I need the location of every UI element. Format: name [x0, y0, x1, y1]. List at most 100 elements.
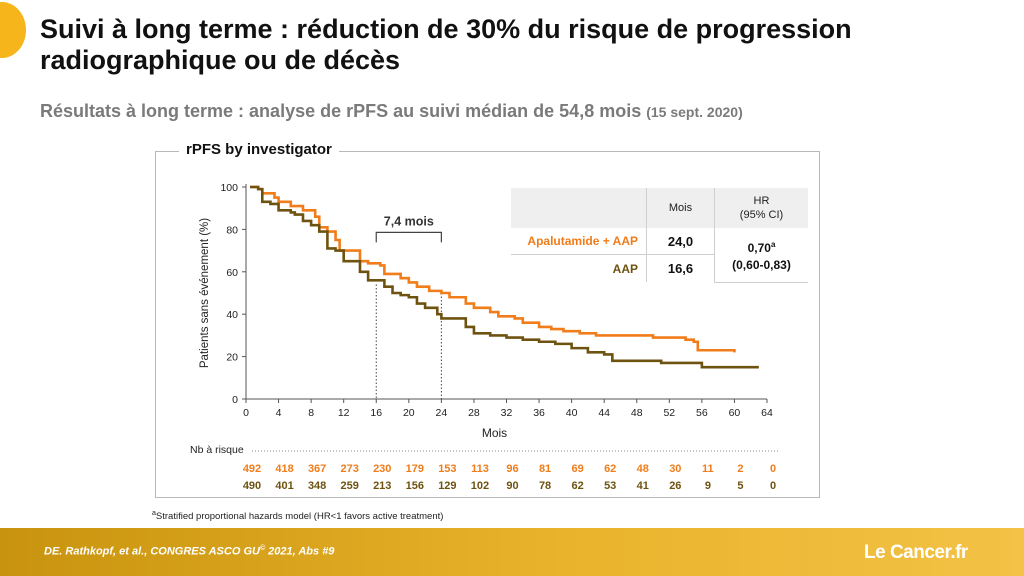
risk-count-aap: 348: [308, 480, 326, 492]
risk-count-aap: 90: [506, 480, 518, 492]
risk-count-aap: 401: [275, 480, 293, 492]
risk-count-aap: 259: [341, 480, 359, 492]
footnote: aStratified proportional hazards model (…: [152, 510, 443, 522]
x-tick-label: 12: [338, 407, 350, 419]
table-row-months-aap: 16,6: [646, 255, 714, 282]
x-tick-label: 24: [436, 407, 448, 419]
risk-count-aap: 62: [572, 480, 584, 492]
reference-citation: DE. Rathkopf, et al., CONGRES ASCO GU© 2…: [44, 545, 334, 558]
x-tick-label: 36: [533, 407, 545, 419]
median-difference-bracket: [375, 231, 442, 243]
risk-count-apalutamide: 2: [737, 463, 743, 475]
risk-count-apalutamide: 113: [471, 463, 489, 475]
x-tick-label: 0: [243, 407, 249, 419]
y-tick-label: 40: [226, 309, 238, 321]
reference-text: DE. Rathkopf, et al., CONGRES ASCO GU: [44, 545, 260, 558]
table-row-months-apalutamide: 24,0: [646, 228, 714, 255]
risk-count-apalutamide: 30: [669, 463, 681, 475]
risk-count-aap: 78: [539, 480, 551, 492]
footnote-text: Stratified proportional hazards model (H…: [155, 511, 444, 523]
slide-subtitle: Résultats à long terme : analyse de rPFS…: [40, 101, 743, 122]
risk-count-aap: 5: [737, 480, 743, 492]
x-tick-label: 40: [566, 407, 578, 419]
y-tick-label: 0: [232, 394, 238, 406]
risk-count-apalutamide: 273: [341, 463, 359, 475]
risk-count-aap: 213: [373, 480, 391, 492]
risk-count-apalutamide: 179: [406, 463, 424, 475]
slide-title: Suivi à long terme : réduction de 30% du…: [40, 14, 852, 75]
risk-count-apalutamide: 492: [243, 463, 261, 475]
table-header-row: Mois HR (95% CI): [511, 188, 808, 228]
risk-count-apalutamide: 153: [438, 463, 456, 475]
footnote-mark: a: [152, 510, 156, 517]
table-row: AAP 16,6: [511, 255, 714, 282]
x-tick-label: 20: [403, 407, 415, 419]
x-tick-label: 48: [631, 407, 643, 419]
table-header-hr: HR (95% CI): [714, 188, 808, 228]
risk-count-apalutamide: 418: [275, 463, 293, 475]
x-tick-label: 28: [468, 407, 480, 419]
risk-count-apalutamide: 62: [604, 463, 616, 475]
risk-count-aap: 26: [669, 480, 681, 492]
y-tick-label: 60: [226, 267, 238, 279]
reference-tail: 2021, Abs #9: [265, 545, 335, 558]
table-header-hr-label: HR: [753, 195, 770, 207]
table-header-ci-label: (95% CI): [739, 209, 784, 221]
median-difference-label: 7,4 mois: [384, 214, 434, 228]
table-rows: Apalutamide + AAP 24,0 AAP 16,6: [511, 228, 714, 283]
y-axis-label: Patients sans événement (%): [199, 218, 211, 368]
risk-count-apalutamide: 11: [702, 463, 714, 475]
hr-value: 0,70: [747, 241, 771, 255]
footer-bar: [0, 528, 1024, 576]
risk-count-apalutamide: 367: [308, 463, 326, 475]
risk-count-apalutamide: 96: [506, 463, 518, 475]
x-tick-label: 56: [696, 407, 708, 419]
table-ci-value: (0,60-0,83): [732, 258, 791, 272]
series-line-aap: [250, 185, 759, 369]
risk-count-aap: 102: [471, 480, 489, 492]
summary-table: Mois HR (95% CI) Apalutamide + AAP 24,0 …: [511, 188, 808, 283]
risk-count-aap: 156: [406, 480, 424, 492]
risk-count-aap: 490: [243, 480, 261, 492]
x-tick-label: 8: [308, 407, 314, 419]
risk-count-apalutamide: 69: [572, 463, 584, 475]
y-tick-label: 80: [226, 224, 238, 236]
table-row: Apalutamide + AAP 24,0: [511, 228, 714, 255]
table-header-blank: [511, 188, 646, 228]
brand-logo: Le Cancer.fr: [864, 542, 968, 563]
x-tick-label: 44: [598, 407, 610, 419]
table-body: Apalutamide + AAP 24,0 AAP 16,6 0,70a (0…: [511, 228, 808, 283]
subtitle-main: Résultats à long terme : analyse de rPFS…: [40, 101, 642, 121]
table-row-label-apalutamide: Apalutamide + AAP: [511, 228, 646, 255]
x-tick-label: 4: [276, 407, 282, 419]
table-hr-cell: 0,70a (0,60-0,83): [714, 228, 808, 283]
risk-count-apalutamide: 0: [770, 463, 776, 475]
risk-count-apalutamide: 48: [637, 463, 649, 475]
y-tick-label: 100: [220, 182, 238, 194]
reference-sup: ©: [259, 545, 266, 552]
risk-count-aap: 53: [604, 480, 616, 492]
table-row-label-aap: AAP: [612, 261, 638, 276]
chart-panel: [155, 151, 820, 498]
chart-title: rPFS by investigator: [179, 141, 339, 158]
risk-count-apalutamide: 230: [373, 463, 391, 475]
table-header-months: Mois: [646, 188, 714, 228]
risk-count-apalutamide: 81: [539, 463, 551, 475]
risk-table-label: Nb à risque: [190, 444, 244, 456]
x-axis-label: Mois: [482, 426, 507, 440]
series-line-apalutamide: [250, 185, 736, 353]
table-hr-value: 0,70a: [748, 236, 776, 257]
x-tick-label: 32: [501, 407, 513, 419]
risk-count-aap: 41: [637, 480, 649, 492]
x-tick-label: 52: [663, 407, 675, 419]
y-tick-label: 20: [226, 352, 238, 364]
risk-count-aap: 129: [438, 480, 456, 492]
subtitle-date: (15 sept. 2020): [646, 104, 743, 120]
risk-count-aap: 9: [705, 480, 711, 492]
x-tick-label: 16: [370, 407, 382, 419]
x-tick-label: 64: [761, 407, 773, 419]
x-tick-label: 60: [729, 407, 741, 419]
hr-footnote-mark: a: [770, 240, 776, 249]
risk-count-aap: 0: [770, 480, 776, 492]
